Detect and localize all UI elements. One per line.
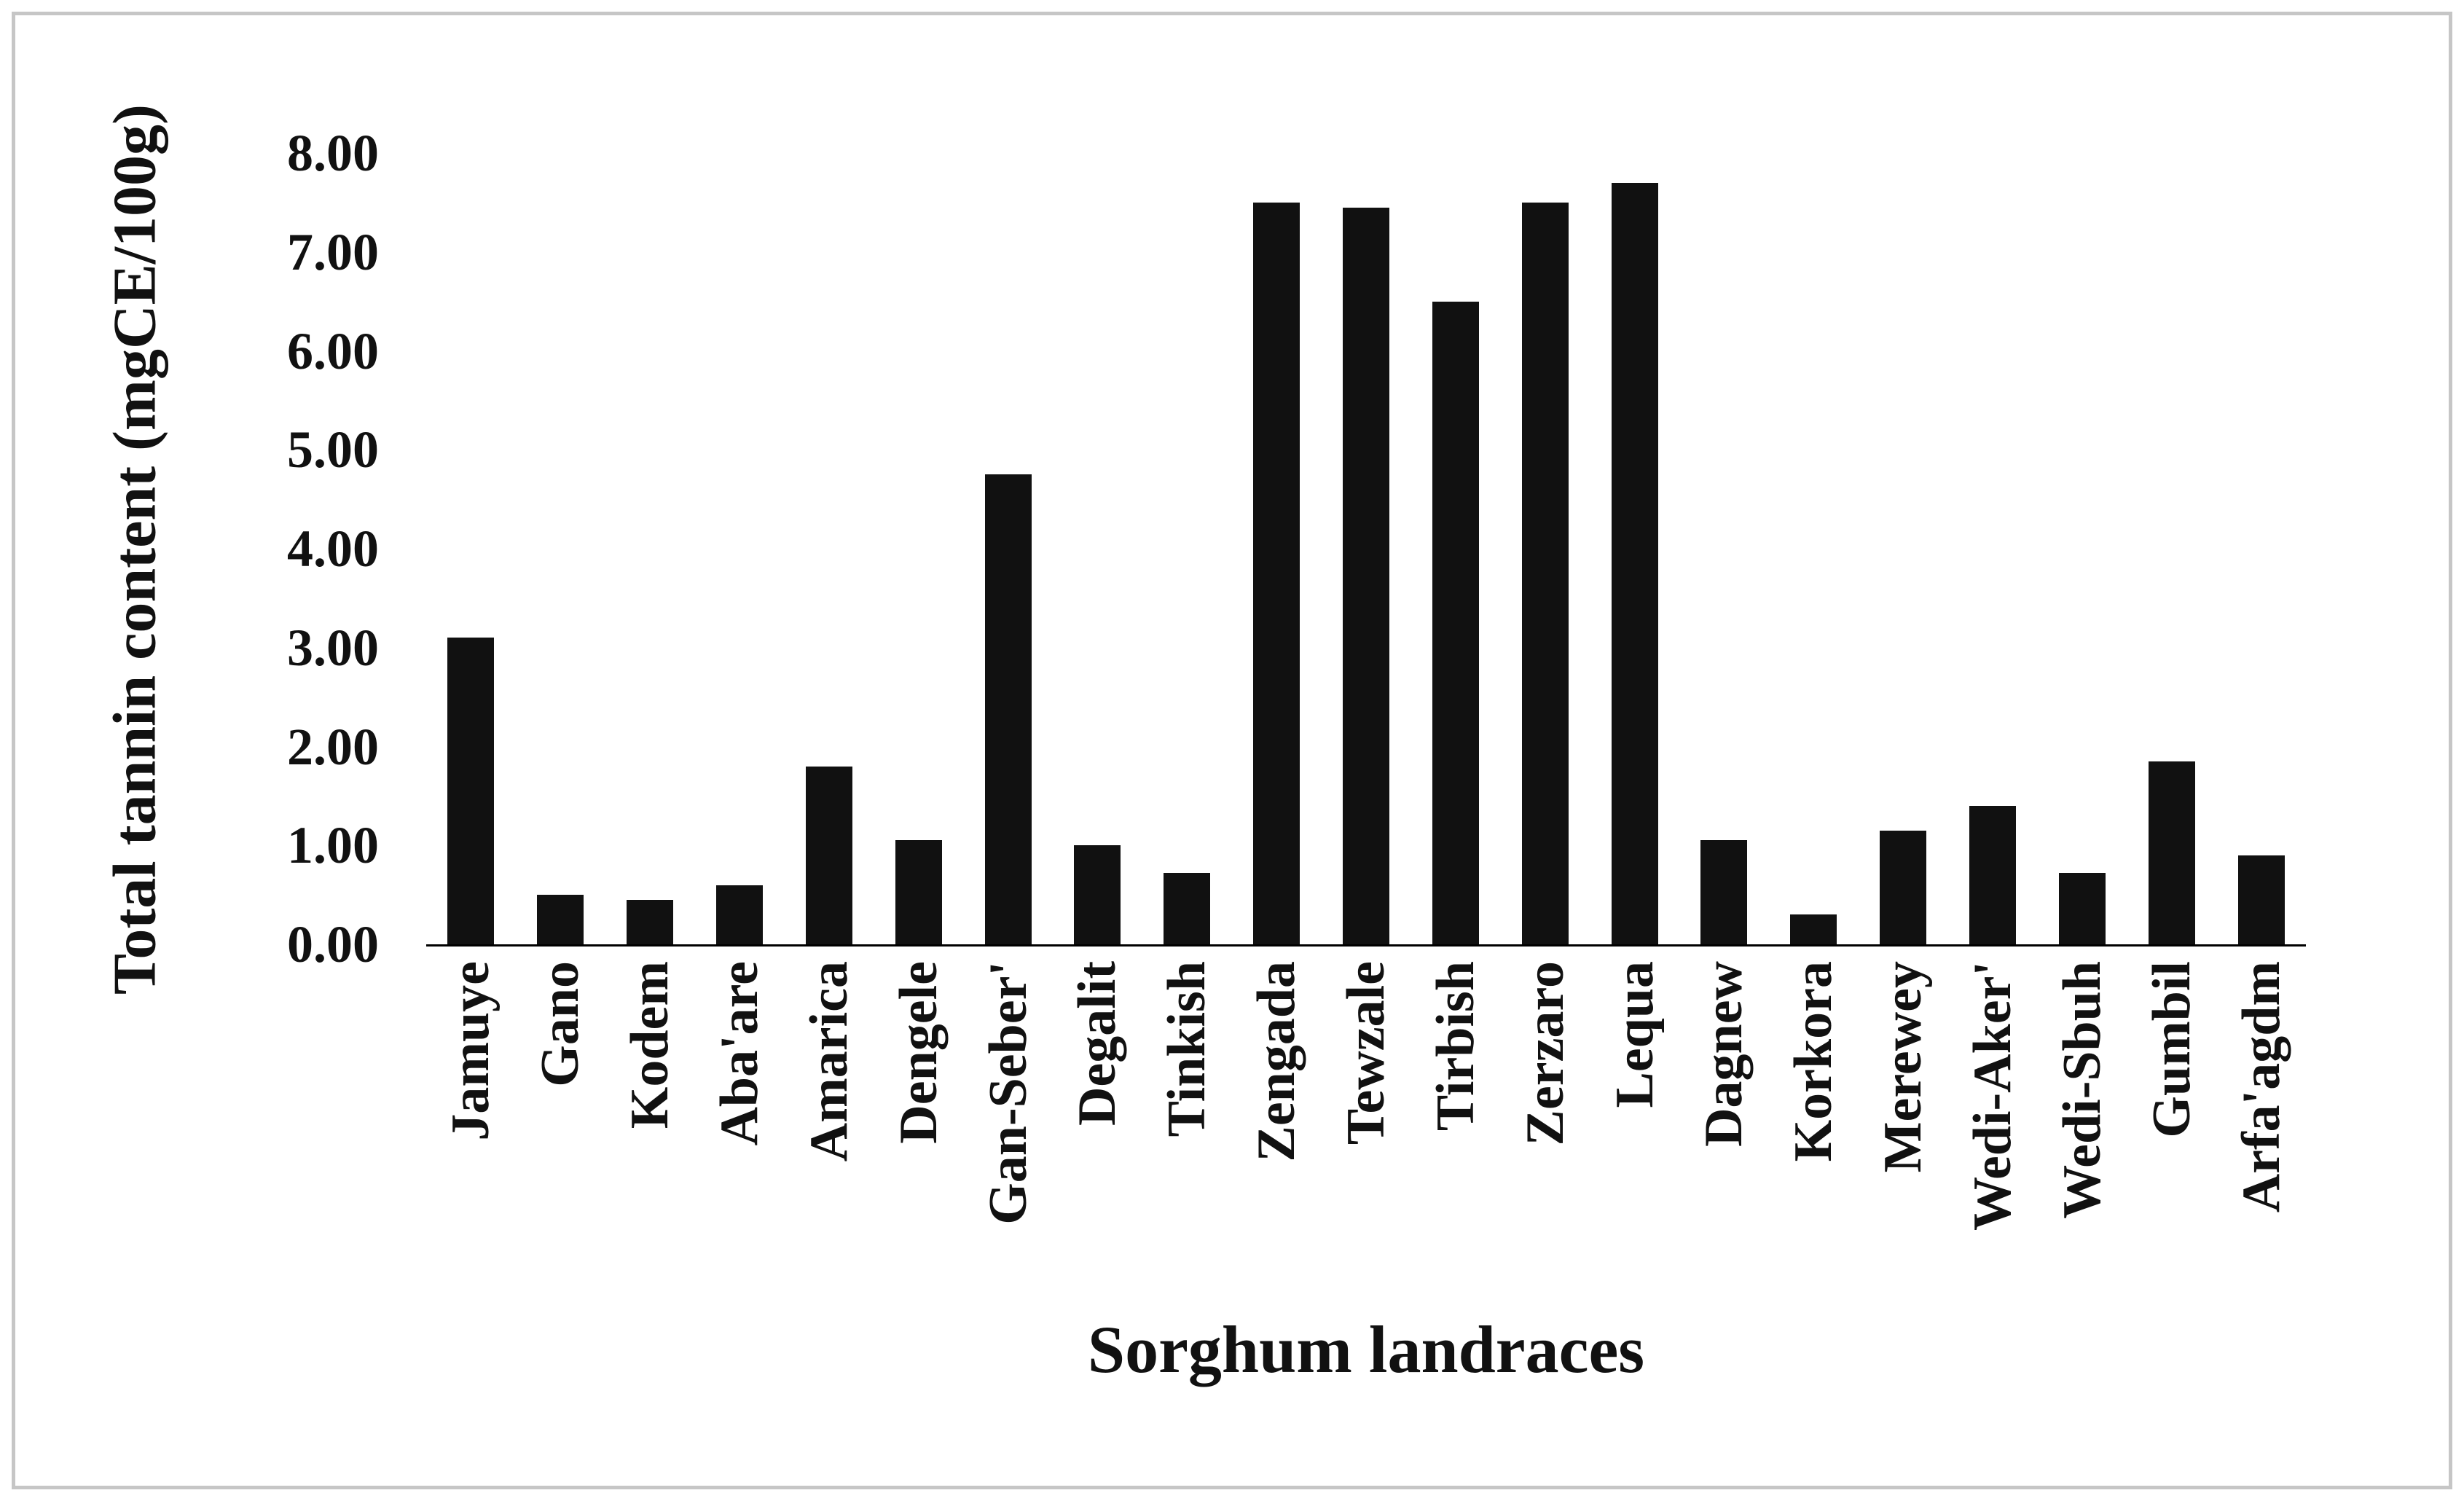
bar-dagnew [1700,840,1748,944]
x-axis-label-text: Amarica [799,961,859,1162]
bar-slot [963,153,1053,944]
y-tick-label: 4.00 [287,520,379,578]
x-axis-label: Arfa'agdm [2216,948,2306,1290]
x-axis-label: Jamuye [426,948,516,1290]
x-axis-label-text: Zengada [1247,961,1307,1162]
bar-wedi-sbuh [2058,873,2106,944]
x-axis-label: Zengada [1232,948,1322,1290]
bar-slot [2037,153,2127,944]
x-axis-labels: Jamuye Gano Kodem Aba'are Amarica Dengele Gan-… [426,948,2306,1290]
x-axis-label: Tewzale [1322,948,1411,1290]
bar-gano [537,895,584,944]
bar-slot [426,153,516,944]
bar-jamuye [447,638,495,944]
x-axis-label: Amarica [784,948,874,1290]
x-axis-label-text: Gano [530,961,591,1087]
bar-slot [1769,153,1859,944]
y-tick-label: 7.00 [287,222,379,281]
y-tick-label: 6.00 [287,321,379,380]
x-axis-label: Gan-Seber' [963,948,1053,1290]
x-axis-label-text: Tirbish [1425,961,1486,1132]
x-axis-label-text: Gumbil [2141,961,2202,1138]
bar-kodem [627,899,674,944]
bars-container [426,153,2306,944]
x-axis-label-text: Dengele [888,961,949,1144]
bar-lequa [1611,182,1658,944]
bar-slot [1232,153,1322,944]
x-axis-label-text: Merewey [1873,961,1934,1173]
bar-degalit [1074,845,1121,944]
bar-slot [1859,153,1948,944]
bar-slot [1500,153,1590,944]
x-axis-label: Dagnew [1679,948,1769,1290]
x-axis-label-text: Dagnew [1694,961,1754,1147]
bar-slot [784,153,874,944]
bar-slot [2216,153,2306,944]
x-axis-label: Tinkish [1142,948,1232,1290]
bar-arfa-agdm [2237,855,2285,944]
bar-tinkish [1164,873,1211,944]
x-axis-label-text: Aba'are [710,961,769,1146]
bar-wedi-aker [1969,805,2017,944]
bar-slot [2127,153,2216,944]
x-axis-label-text: Kodem [620,961,680,1129]
x-axis-label: Tirbish [1410,948,1500,1290]
x-axis-label: Wedi-Aker' [1948,948,2038,1290]
x-axis-label-text: Korkora [1784,961,1844,1162]
y-tick-label: 5.00 [287,420,379,479]
x-axis-label-text: Wedi-Aker' [1963,961,2023,1231]
x-axis-label-text: Zerzaro [1515,961,1575,1146]
bar-slot [516,153,605,944]
bar-korkora [1790,914,1837,944]
x-axis-label-text: Lequa [1604,961,1665,1108]
x-axis-label: Dengele [874,948,963,1290]
bar-gumbil [2148,761,2195,944]
x-axis-label: Korkora [1769,948,1859,1290]
y-tick-label: 1.00 [287,816,379,875]
x-axis-label-text: Tewzale [1336,961,1397,1145]
x-axis-label-text: Degalit [1067,961,1128,1126]
x-axis-label-text: Gan-Seber' [978,961,1038,1225]
bar-slot [1948,153,2038,944]
bar-tirbish [1432,301,1479,944]
x-axis-label: Gumbil [2127,948,2216,1290]
bar-slot [1679,153,1769,944]
bar-amarica [805,766,852,944]
bar-slot [1142,153,1232,944]
bar-slot [695,153,785,944]
bar-slot [1410,153,1500,944]
bar-zerzaro [1521,202,1569,944]
x-axis-title: Sorghum landraces [1087,1312,1645,1387]
x-axis-label: Wedi-Sbuh [2037,948,2127,1290]
bar-tewzale [1343,207,1390,944]
x-axis-label: Degalit [1053,948,1142,1290]
y-tick-label: 8.00 [287,124,379,182]
bar-slot [605,153,695,944]
bar-dengele [895,840,942,944]
x-axis-label-text: Wedi-Sbuh [2052,961,2112,1219]
y-tick-label: 2.00 [287,717,379,776]
y-axis-ticks: 0.00 1.00 2.00 3.00 4.00 5.00 6.00 7.00 8.00 [131,127,379,971]
x-axis-label: Aba'are [695,948,785,1290]
bar-zengada [1253,202,1300,944]
x-axis-label: Gano [516,948,605,1290]
bar-slot [1322,153,1411,944]
bar-slot [1053,153,1142,944]
x-axis-label-text: Jamuye [441,961,501,1141]
x-axis-label-text: Arfa'agdm [2231,961,2291,1213]
x-axis-label: Lequa [1590,948,1679,1290]
bar-slot [874,153,963,944]
bar-aba-are [716,885,763,944]
x-axis-label: Zerzaro [1500,948,1590,1290]
y-tick-label: 0.00 [287,915,379,973]
bar-slot [1590,153,1679,944]
y-tick-label: 3.00 [287,618,379,677]
x-axis-label: Kodem [605,948,695,1290]
x-axis-label: Merewey [1859,948,1948,1290]
x-axis-label-text: Tinkish [1157,961,1217,1137]
plot-area [426,153,2306,947]
bar-merewey [1880,830,1927,944]
bar-gan-seber [984,474,1032,944]
